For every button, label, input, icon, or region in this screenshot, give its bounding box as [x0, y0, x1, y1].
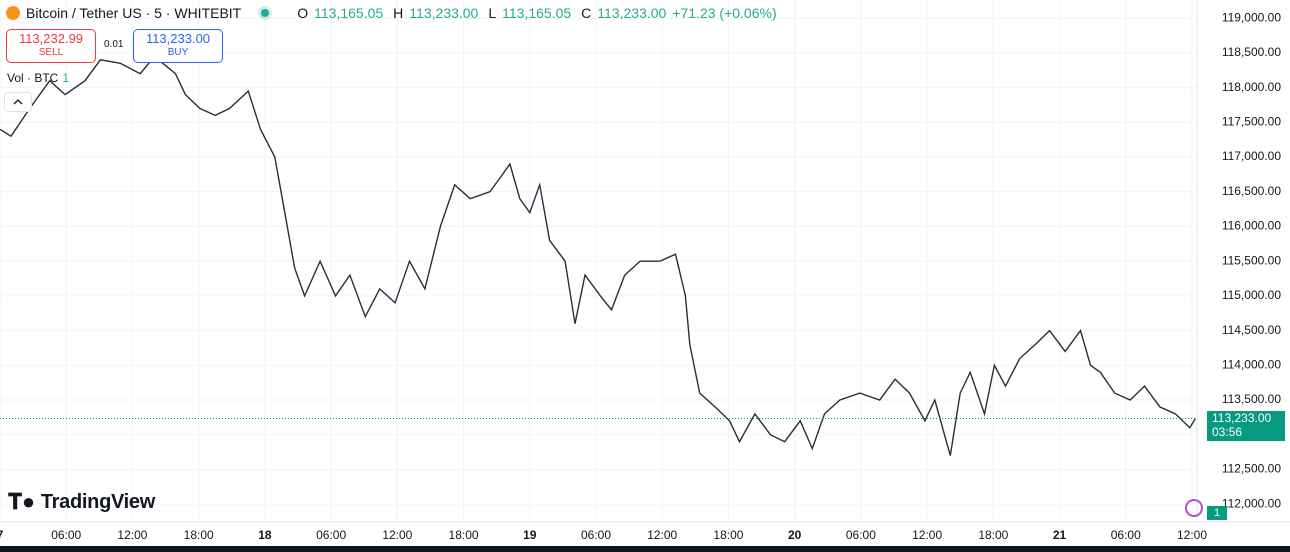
bottom-bar	[0, 546, 1290, 552]
alert-icon[interactable]	[1185, 499, 1203, 517]
low-value: 113,165.05	[502, 5, 572, 21]
coin-icon	[6, 6, 20, 20]
x-tick-label: 06:00	[51, 528, 81, 542]
x-tick-label: 06:00	[581, 528, 611, 542]
sell-button[interactable]: 113,232.99 SELL	[6, 29, 96, 63]
legend-header: Bitcoin / Tether US · 5 · WHITEBIT O 113,…	[6, 5, 777, 21]
buy-button[interactable]: 113,233.00 BUY	[133, 29, 223, 63]
l-label: L	[488, 5, 497, 21]
close-value: 113,233.00	[597, 5, 667, 21]
y-tick-label: 118,500.00	[1222, 45, 1281, 59]
price-line	[0, 55, 1196, 456]
x-tick-label: 18	[258, 528, 272, 542]
y-tick-label: 113,500.00	[1222, 392, 1281, 406]
symbol[interactable]: Bitcoin / Tether US · 5 · WHITEBIT	[26, 5, 242, 21]
y-tick-label: 115,000.00	[1222, 288, 1281, 302]
brand-logo: 𝐓●	[8, 489, 35, 514]
y-tick-label: 116,000.00	[1222, 219, 1281, 233]
last-price-box: 113,233.00 03:56	[1207, 410, 1285, 441]
x-tick-label: 21	[1053, 528, 1067, 542]
x-tick-label: 06:00	[846, 528, 876, 542]
x-tick-label: 18:00	[184, 528, 214, 542]
status-dot	[261, 9, 270, 17]
buy-label: BUY	[167, 47, 189, 58]
y-tick-label: 114,000.00	[1222, 357, 1281, 371]
y-tick-label: 118,000.00	[1222, 80, 1281, 94]
x-tick-label: 06:00	[1111, 528, 1141, 542]
volume-value: 1	[62, 71, 70, 85]
sell-price: 113,232.99	[18, 31, 84, 46]
x-tick-label: 18:00	[449, 528, 479, 542]
spread: 0.01	[104, 39, 124, 50]
x-tick-label: 06:00	[316, 528, 346, 542]
x-tick-label: 18:00	[978, 528, 1008, 542]
y-tick-label: 115,500.00	[1222, 253, 1281, 267]
y-tick-label: 112,500.00	[1222, 462, 1281, 476]
collapse-button[interactable]	[4, 92, 32, 112]
high-value: 113,233.00	[409, 5, 479, 21]
brand-name: TradingView	[40, 490, 156, 513]
h-label: H	[393, 5, 404, 21]
countdown: 03:56	[1212, 424, 1243, 439]
x-tick-label: 20	[788, 528, 802, 542]
y-tick-label: 117,000.00	[1222, 149, 1281, 163]
x-tick-label: 12:00	[647, 528, 677, 542]
y-tick-label: 119,000.00	[1222, 10, 1281, 24]
sell-label: SELL	[38, 47, 64, 58]
y-tick-label: 117,500.00	[1222, 114, 1281, 128]
x-tick-label: 12:00	[1177, 528, 1207, 542]
badge[interactable]: 1	[1207, 506, 1227, 520]
y-tick-label: 116,500.00	[1222, 184, 1281, 198]
x-tick-label: 18:00	[713, 528, 743, 542]
x-tick-label: 12:00	[117, 528, 147, 542]
buy-price: 113,233.00	[145, 31, 211, 46]
y-tick-label: 112,000.00	[1222, 496, 1281, 510]
last-price-label: 113,233.00	[1212, 410, 1272, 425]
open-value: 113,165.05	[314, 5, 384, 21]
c-label: C	[581, 5, 592, 21]
x-tick-label: 19	[523, 528, 537, 542]
x-tick-label: 7	[0, 528, 4, 542]
y-tick-label: 114,500.00	[1222, 323, 1281, 337]
volume-label: Vol · BTC	[7, 71, 59, 85]
change-value: +71.23 (+0.06%)	[672, 5, 777, 21]
brand: 𝐓● TradingView	[8, 489, 155, 515]
volume-legend[interactable]: Vol · BTC 1	[7, 71, 69, 85]
x-tick-label: 12:00	[912, 528, 942, 542]
o-label: O	[297, 5, 309, 21]
x-tick-label: 12:00	[382, 528, 412, 542]
